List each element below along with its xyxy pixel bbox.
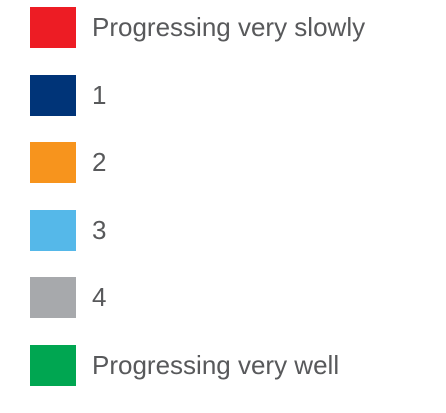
legend-label-2: 2 (92, 147, 107, 178)
legend-item-1: 1 (30, 74, 440, 116)
legend-swatch-4 (30, 277, 76, 319)
legend-label-1: 1 (92, 79, 107, 110)
legend-item-4: 4 (30, 277, 440, 319)
legend-label-progressing-very-well: Progressing very well (92, 349, 340, 380)
legend-label-3: 3 (92, 214, 107, 245)
chart-legend: Progressing very slowly 1 2 3 4 Progress… (30, 7, 440, 413)
legend-item-2: 2 (30, 142, 440, 184)
legend-item-progressing-very-well: Progressing very well (30, 344, 440, 386)
legend-item-3: 3 (30, 209, 440, 251)
legend-item-progressing-very-slowly: Progressing very slowly (30, 7, 440, 48)
legend-swatch-2 (30, 142, 76, 184)
legend-swatch-progressing-very-slowly (30, 7, 76, 48)
legend-swatch-3 (30, 209, 76, 251)
legend-swatch-progressing-very-well (30, 344, 76, 386)
legend-swatch-1 (30, 74, 76, 116)
legend-label-progressing-very-slowly: Progressing very slowly (92, 12, 366, 42)
legend-label-4: 4 (92, 282, 107, 313)
